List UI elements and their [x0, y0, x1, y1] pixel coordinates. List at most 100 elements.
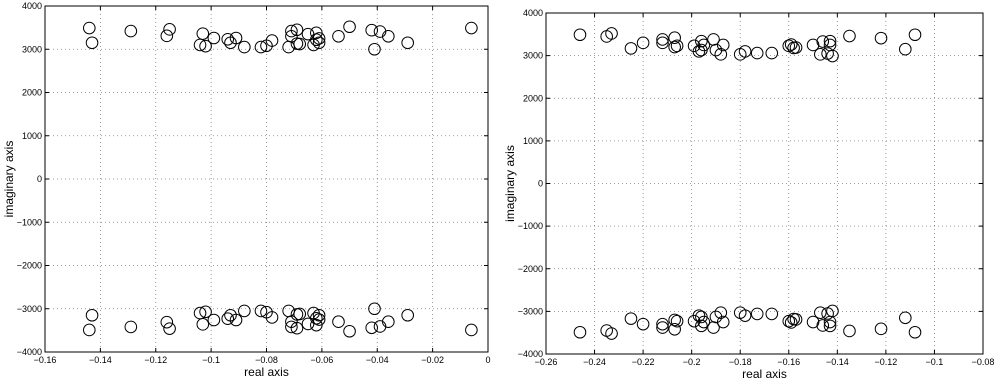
- data-point: [823, 319, 837, 333]
- data-point: [789, 41, 803, 54]
- data-point: [874, 31, 888, 45]
- y-tick-label: 0: [37, 174, 42, 184]
- data-point: [816, 35, 830, 48]
- data-point: [285, 320, 298, 334]
- x-tick-label: −0.12: [144, 355, 167, 365]
- y-tick-label: −3000: [17, 304, 42, 314]
- data-point: [301, 27, 315, 41]
- data-point: [814, 306, 827, 319]
- data-point: [83, 323, 96, 337]
- data-point: [229, 313, 243, 327]
- data-point: [656, 321, 669, 334]
- y-tick-label: 2000: [523, 93, 543, 103]
- data-point: [343, 20, 356, 34]
- data-point: [670, 314, 684, 328]
- data-point: [668, 322, 681, 336]
- data-point: [765, 46, 779, 60]
- y-axis-label: imaginary axis: [2, 141, 16, 218]
- x-tick-label: −0.12: [874, 357, 897, 367]
- data-point: [382, 315, 395, 329]
- x-tick-label: −0.08: [972, 357, 994, 367]
- chart-panel-2: −0.26 −0.24 −0.22 −0.2 −0.18 −0.16 −0.14 −0.12 −…: [503, 8, 994, 381]
- x-tick-label: −0.14: [89, 355, 112, 365]
- data-point: [238, 304, 251, 318]
- y-tick-label: −1000: [518, 221, 543, 231]
- data-point: [373, 25, 387, 38]
- data-point: [668, 31, 681, 45]
- data-point: [573, 325, 587, 339]
- x-axis-label: real axis: [742, 367, 787, 381]
- y-tick-label: −3000: [518, 306, 543, 316]
- data-point: [207, 313, 221, 327]
- y-tick-label: 4000: [22, 1, 42, 11]
- data-point: [714, 48, 728, 61]
- data-point: [670, 39, 684, 53]
- y-tick-label: 2000: [22, 88, 42, 98]
- data-point: [163, 322, 176, 335]
- data-point: [193, 38, 207, 52]
- data-point: [160, 29, 174, 43]
- y-axis-label: imaginary axis: [503, 145, 517, 222]
- y-tick-label: 1000: [523, 136, 543, 146]
- data-point: [163, 23, 176, 36]
- data-point: [221, 312, 235, 325]
- y-tick-label: 3000: [523, 51, 543, 61]
- x-tick-label: 0: [485, 355, 490, 365]
- data-point: [310, 318, 323, 332]
- data-point: [695, 319, 708, 333]
- chart-panel-1: −0.16 −0.14 −0.12 −0.1 −0.08 −0.06 −0.04 −0.02 0…: [2, 1, 491, 379]
- data-point: [465, 323, 478, 337]
- x-tick-label: −0.2: [683, 357, 701, 367]
- x-tick-label: −0.16: [34, 355, 57, 365]
- data-point: [193, 306, 207, 320]
- data-point: [124, 320, 138, 334]
- data-point: [310, 33, 323, 47]
- data-point: [238, 40, 251, 54]
- data-point: [312, 313, 326, 326]
- data-point: [199, 39, 212, 53]
- plot-frame: [545, 12, 984, 355]
- data-point: [254, 304, 268, 318]
- data-point: [908, 28, 922, 42]
- data-point: [293, 307, 307, 321]
- data-point: [310, 311, 323, 325]
- x-tick-label: −0.26: [535, 357, 558, 367]
- x-tick-label: −0.14: [826, 357, 849, 367]
- x-tick-label: −0.02: [421, 355, 444, 365]
- data-point: [668, 313, 681, 327]
- x-tick-label: −0.04: [366, 355, 389, 365]
- x-tick-label: −0.22: [632, 357, 655, 367]
- data-point: [229, 31, 243, 45]
- data-point: [656, 317, 669, 331]
- x-tick-label: −0.1: [926, 357, 944, 367]
- y-tick-label: −4000: [518, 349, 543, 359]
- y-tick-label: −2000: [518, 264, 543, 274]
- data-point: [816, 319, 830, 332]
- data-point: [160, 315, 174, 329]
- data-point: [312, 32, 326, 45]
- x-tick-label: −0.24: [583, 357, 606, 367]
- data-point: [199, 305, 212, 319]
- data-point: [714, 306, 728, 319]
- y-tick-label: −4000: [17, 347, 42, 357]
- data-point: [636, 317, 650, 331]
- data-point: [899, 42, 912, 56]
- data-point: [368, 302, 381, 316]
- data-point: [738, 45, 752, 58]
- data-point: [312, 36, 326, 50]
- data-point: [401, 36, 415, 50]
- y-tick-label: 0: [538, 179, 543, 189]
- data-point: [343, 324, 356, 338]
- data-point: [624, 42, 638, 55]
- data-point: [716, 38, 730, 52]
- data-point: [221, 33, 235, 46]
- data-point: [806, 315, 820, 329]
- data-point: [843, 29, 856, 43]
- data-point: [290, 23, 304, 37]
- data-point: [573, 28, 587, 42]
- data-point: [196, 27, 210, 40]
- data-point: [332, 29, 345, 43]
- x-axis-label: real axis: [244, 365, 289, 379]
- data-point: [624, 312, 638, 325]
